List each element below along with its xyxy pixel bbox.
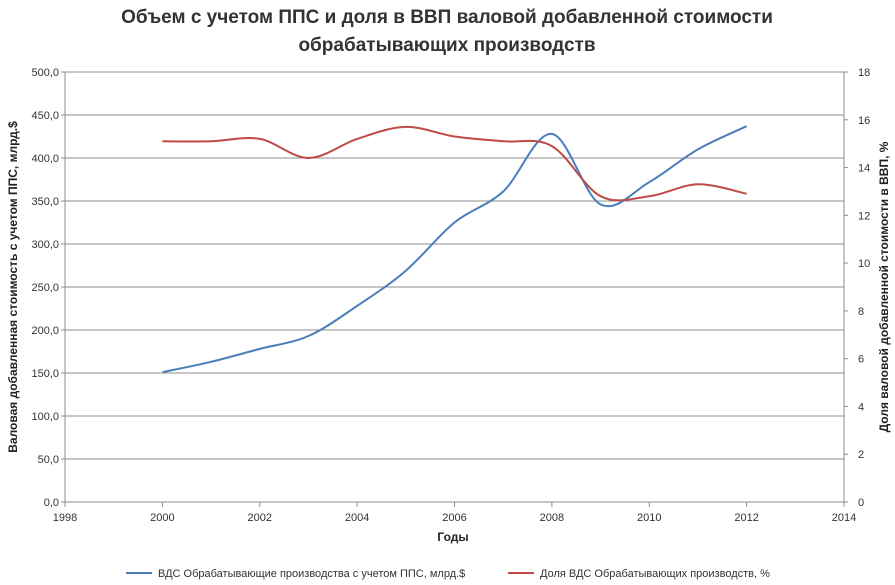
y-left-tick-label: 500,0 [31,67,59,79]
legend-label-series-1: ВДС Обрабатывающие производства с учетом… [158,568,465,580]
x-tick-label: 2004 [345,512,369,524]
y-left-axis-title: Валовая добавленная стоимость с учетом П… [6,121,20,453]
y-right-tick-label: 16 [858,115,870,127]
y-right-tick-label: 2 [858,449,864,461]
y-left-tick-label: 400,0 [31,153,59,165]
x-tick-label: 2010 [637,512,661,524]
x-tick-labels: 1998 2000 2002 2004 2006 2008 2010 2012 2014 [53,512,856,524]
y-right-tick-label: 12 [858,210,870,222]
x-tick-label: 2006 [442,512,466,524]
y-right-tick-label: 6 [858,354,864,366]
y-left-tick-label: 150,0 [31,368,59,380]
y-right-tick-label: 4 [858,401,864,413]
y-left-tick-label: 350,0 [31,196,59,208]
y-left-tick-label: 450,0 [31,110,59,122]
chart-title-line-2: обрабатывающих производств [298,35,595,56]
y-left-tick-label: 0,0 [44,497,59,509]
x-tick-label: 1998 [53,512,77,524]
y-left-tick-label: 250,0 [31,282,59,294]
x-tick-label: 2008 [540,512,564,524]
x-tick-label: 2002 [248,512,272,524]
x-tick-label: 2000 [150,512,174,524]
chart-title-line-1: Объем с учетом ППС и доля в ВВП валовой … [121,7,773,28]
y-left-tick-label: 50,0 [38,454,59,466]
y-left-tick-label: 100,0 [31,411,59,423]
axes [64,72,845,507]
y-right-tick-label: 18 [858,67,870,79]
x-axis-title: Годы [437,530,468,544]
y-right-tick-label: 0 [858,497,864,509]
y-right-axis-title: Доля валовой добавленной стоимости в ВВП… [877,141,891,432]
legend-label-series-2: Доля ВДС Обрабатывающих производств, % [540,568,770,580]
gridlines [61,71,848,503]
x-tick-label: 2012 [734,512,758,524]
y-left-tick-labels: 0,0 50,0 100,0 150,0 200,0 250,0 300,0 350,0 400… [31,67,59,509]
y-left-tick-label: 200,0 [31,325,59,337]
y-right-tick-label: 10 [858,258,870,270]
y-right-tick-label: 14 [858,163,870,175]
y-left-tick-label: 300,0 [31,239,59,251]
x-tick-label: 2014 [832,512,856,524]
series-line-1 [162,125,748,374]
y-right-tick-labels: 0 2 4 6 8 10 12 14 16 18 [858,67,870,509]
y-right-tick-label: 8 [858,306,864,318]
legend: ВДС Обрабатывающие производства с учетом… [126,568,770,580]
series-line-2 [162,125,747,202]
series-lines [162,125,748,374]
